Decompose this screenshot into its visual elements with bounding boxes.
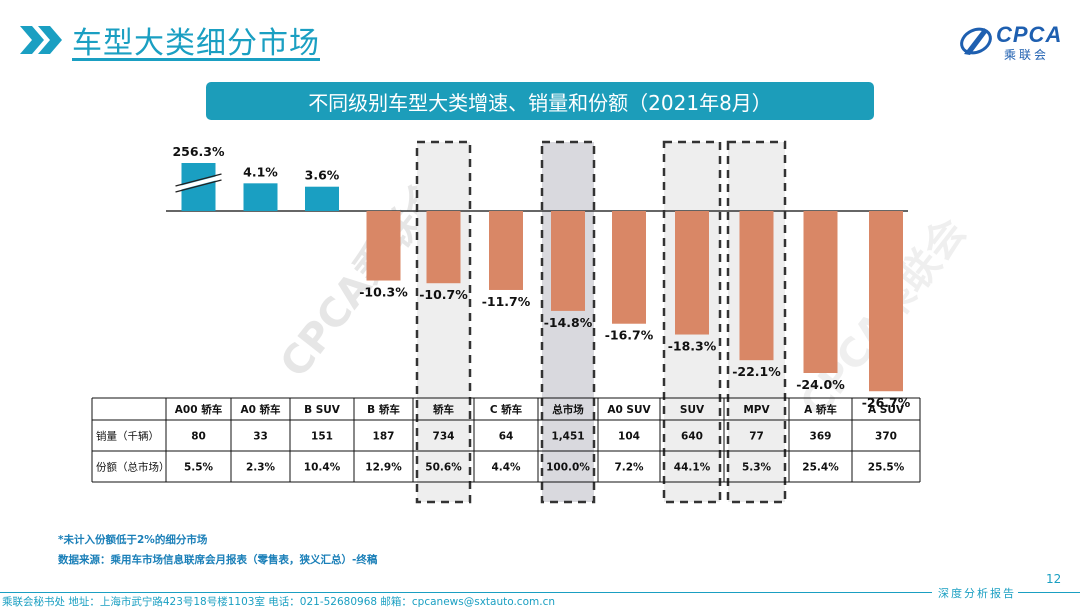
data-label: 4.1% (243, 164, 278, 179)
chart-banner-title: 不同级别车型大类增速、销量和份额（2021年8月） (308, 90, 772, 115)
chart-banner: 不同级别车型大类增速、销量和份额（2021年8月） (206, 82, 874, 120)
bar (426, 211, 461, 284)
data-label: 256.3% (172, 144, 225, 159)
page-title: 车型大类细分市场 (72, 26, 320, 61)
category-label: 轿车 (433, 403, 454, 416)
bar (366, 211, 401, 281)
data-label: 3.6% (305, 168, 340, 183)
row-label: 份额（总市场） (96, 461, 170, 474)
data-label: -26.7% (862, 395, 911, 410)
table-cell: 5.5% (184, 462, 214, 474)
table-cell: 5.3% (742, 462, 772, 474)
data-label: -16.7% (605, 328, 654, 343)
category-label: MPV (743, 404, 770, 416)
footer-divider (0, 592, 932, 593)
category-label: A0 轿车 (240, 403, 281, 416)
table-cell: 4.4% (491, 462, 521, 474)
category-label: A0 SUV (607, 404, 651, 416)
bar (305, 186, 339, 211)
category-label: A 轿车 (804, 403, 837, 416)
footer-divider-right (1018, 592, 1080, 593)
table-cell: 7.2% (614, 462, 644, 474)
bar (489, 211, 523, 290)
category-label: B 轿车 (367, 403, 400, 416)
bar (243, 183, 278, 211)
bar (551, 211, 585, 311)
table-cell: 370 (875, 431, 897, 443)
table-cell: 33 (253, 431, 268, 443)
table-cell: 100.0% (546, 462, 590, 474)
table-cell: 187 (373, 431, 395, 443)
category-label: 总市场 (552, 403, 584, 416)
table-cell: 12.9% (365, 462, 402, 474)
row-label: 销量（千辆） (96, 430, 159, 443)
cpca-logo: CPCA 乘联会 (958, 22, 1066, 62)
category-label: A00 轿车 (175, 403, 223, 416)
data-label: -10.7% (419, 287, 468, 302)
footer-contact: 乘联会秘书处 地址：上海市武宁路423号18号楼1103室 电话：021-526… (2, 596, 556, 608)
page-number: 12 (1046, 572, 1062, 586)
table-cell: 151 (311, 431, 333, 443)
report-label: 深度分析报告 (938, 587, 1016, 600)
table-cell: 25.4% (802, 462, 839, 474)
table-cell: 64 (499, 431, 514, 443)
table-cell: 369 (810, 431, 832, 443)
table-cell: 44.1% (674, 462, 711, 474)
footnote: *未计入份额低于2%的细分市场 (58, 534, 208, 546)
table-cell: 2.3% (246, 462, 276, 474)
bar (869, 211, 903, 392)
double-chevron-icon (20, 26, 62, 54)
table-cell: 80 (191, 431, 206, 443)
category-label: SUV (680, 404, 705, 416)
axis-break-mark (175, 173, 222, 187)
data-label: -10.3% (359, 285, 408, 300)
cpca-logo-icon (960, 27, 992, 55)
data-source: 数据来源：乘用车市场信息联席会月报表（零售表，狭义汇总）-终稿 (58, 554, 378, 566)
category-label: B SUV (304, 404, 341, 416)
highlight-box (540, 140, 596, 504)
table-cell: 10.4% (304, 462, 341, 474)
table-cell: 1,451 (551, 431, 584, 443)
bar (803, 211, 838, 373)
table-cell: 104 (618, 431, 640, 443)
table-cell: 25.5% (868, 462, 905, 474)
logo-text: CPCA (996, 22, 1063, 47)
category-label: C 轿车 (490, 403, 523, 416)
table-cell: 50.6% (425, 462, 462, 474)
category-label: A SUV (868, 404, 905, 416)
bar (739, 211, 774, 361)
data-label: -11.7% (482, 294, 531, 309)
table-cell: 640 (681, 431, 703, 443)
data-label: -24.0% (796, 377, 845, 392)
table-cell: 734 (433, 431, 455, 443)
bar (675, 211, 709, 335)
data-label: -22.1% (732, 364, 781, 379)
bar (612, 211, 646, 324)
table-cell: 77 (749, 431, 764, 443)
axis-break-mark (175, 179, 222, 193)
axis-break-mark (174, 175, 223, 191)
data-label: -18.3% (668, 339, 717, 354)
highlight-box (415, 140, 472, 504)
logo-subtitle: 乘联会 (1004, 48, 1050, 62)
data-label: -14.8% (544, 315, 593, 330)
